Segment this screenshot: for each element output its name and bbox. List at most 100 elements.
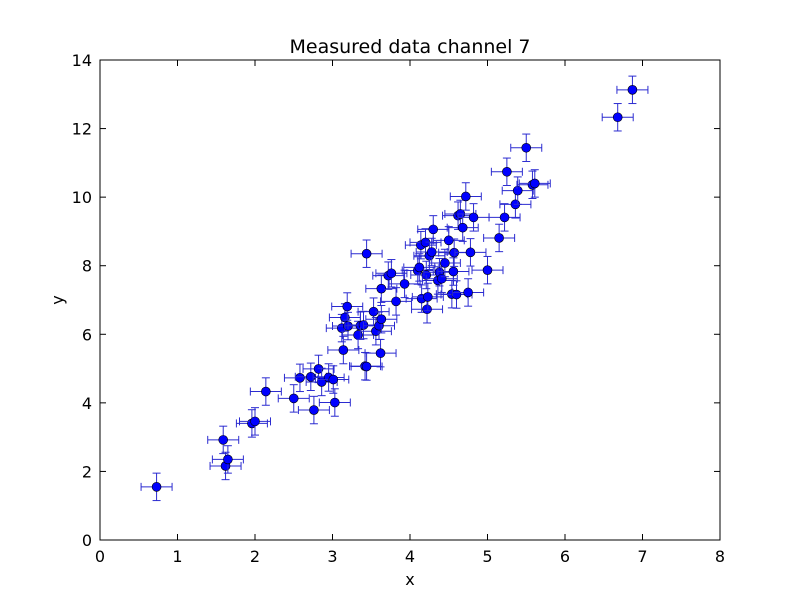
data-point: [318, 388, 351, 417]
point-marker: [612, 112, 623, 123]
point-marker: [261, 386, 271, 397]
point-marker: [250, 416, 260, 427]
data-point: [616, 75, 649, 105]
point-marker: [460, 191, 471, 202]
data-point: [518, 169, 551, 198]
x-tick-label: 3: [327, 547, 337, 566]
point-marker: [468, 212, 479, 223]
x-tick-label: 2: [250, 547, 260, 566]
plot-frame: [99, 59, 721, 541]
point-marker: [512, 185, 523, 196]
point-marker: [353, 330, 363, 340]
data-point: [283, 363, 316, 393]
chart-title: Measured data channel 7: [290, 36, 531, 58]
point-marker: [313, 364, 324, 374]
data-point: [440, 280, 473, 309]
data-point: [239, 407, 271, 436]
point-marker: [295, 373, 305, 383]
point-marker: [330, 397, 340, 408]
data-point: [452, 278, 485, 307]
data-point: [403, 253, 436, 282]
data-point: [365, 274, 398, 303]
point-marker: [414, 262, 425, 273]
x-tick-label: 1: [172, 547, 182, 566]
point-marker: [457, 222, 468, 233]
data-point: [249, 377, 282, 406]
y-tick-label: 2: [82, 462, 92, 481]
point-marker: [499, 212, 510, 223]
point-marker: [288, 393, 299, 404]
point-marker: [521, 142, 532, 153]
x-tick-label: 0: [95, 547, 105, 566]
x-axis-label: x: [405, 570, 414, 589]
y-tick-label: 4: [82, 394, 92, 413]
data-point: [331, 292, 364, 321]
point-marker: [440, 258, 450, 268]
data-point: [350, 239, 383, 268]
point-marker: [391, 296, 401, 307]
point-marker: [376, 314, 387, 325]
y-tick-label: 14: [72, 51, 92, 70]
data-point: [437, 257, 470, 286]
data-point: [457, 203, 490, 232]
data-point: [488, 203, 521, 232]
point-marker: [448, 266, 459, 277]
point-marker: [502, 166, 512, 177]
point-marker: [328, 374, 339, 385]
data-point: [601, 103, 634, 132]
x-tick-label: 8: [715, 547, 725, 566]
x-tick-label: 7: [637, 547, 647, 566]
data-point: [211, 445, 244, 474]
data-point: [364, 338, 397, 368]
data-point: [483, 223, 516, 253]
y-tick-label: 6: [82, 325, 92, 344]
point-marker: [422, 304, 432, 315]
point-marker: [465, 247, 476, 258]
point-marker: [361, 248, 372, 259]
data-point: [405, 284, 438, 313]
data-point: [207, 425, 240, 455]
data-point: [510, 133, 543, 162]
point-marker: [305, 371, 316, 382]
point-marker: [428, 224, 439, 235]
data-point: [454, 238, 487, 267]
data-point: [327, 335, 360, 365]
data-point: [380, 287, 413, 316]
data-point: [501, 176, 534, 205]
data-point: [302, 354, 335, 384]
y-axis-label: y: [48, 295, 67, 304]
data-point: [471, 255, 504, 285]
data-point: [365, 304, 398, 334]
data-point: [277, 384, 310, 413]
point-marker: [463, 287, 473, 298]
point-marker: [223, 454, 233, 465]
plot-area: [140, 75, 649, 502]
data-point: [140, 472, 173, 502]
point-marker: [426, 247, 437, 257]
point-marker: [375, 348, 386, 358]
point-marker: [218, 435, 229, 445]
point-marker: [627, 85, 638, 95]
data-point: [411, 282, 444, 312]
point-marker: [423, 292, 433, 302]
point-marker: [338, 345, 349, 355]
y-tick-label: 0: [82, 531, 92, 550]
point-marker: [399, 279, 410, 289]
y-tick-label: 12: [72, 120, 92, 139]
data-point: [490, 157, 523, 186]
data-point: [449, 182, 482, 211]
data-point: [446, 213, 479, 242]
x-tick-label: 4: [405, 547, 415, 566]
point-marker: [443, 235, 454, 246]
point-marker: [361, 361, 372, 372]
x-tick-label: 6: [560, 547, 570, 566]
point-marker: [451, 289, 462, 300]
point-marker: [309, 405, 319, 415]
point-marker: [529, 178, 540, 189]
point-marker: [386, 268, 397, 279]
data-point: [297, 395, 330, 425]
data-point: [411, 295, 444, 324]
point-marker: [376, 283, 387, 294]
